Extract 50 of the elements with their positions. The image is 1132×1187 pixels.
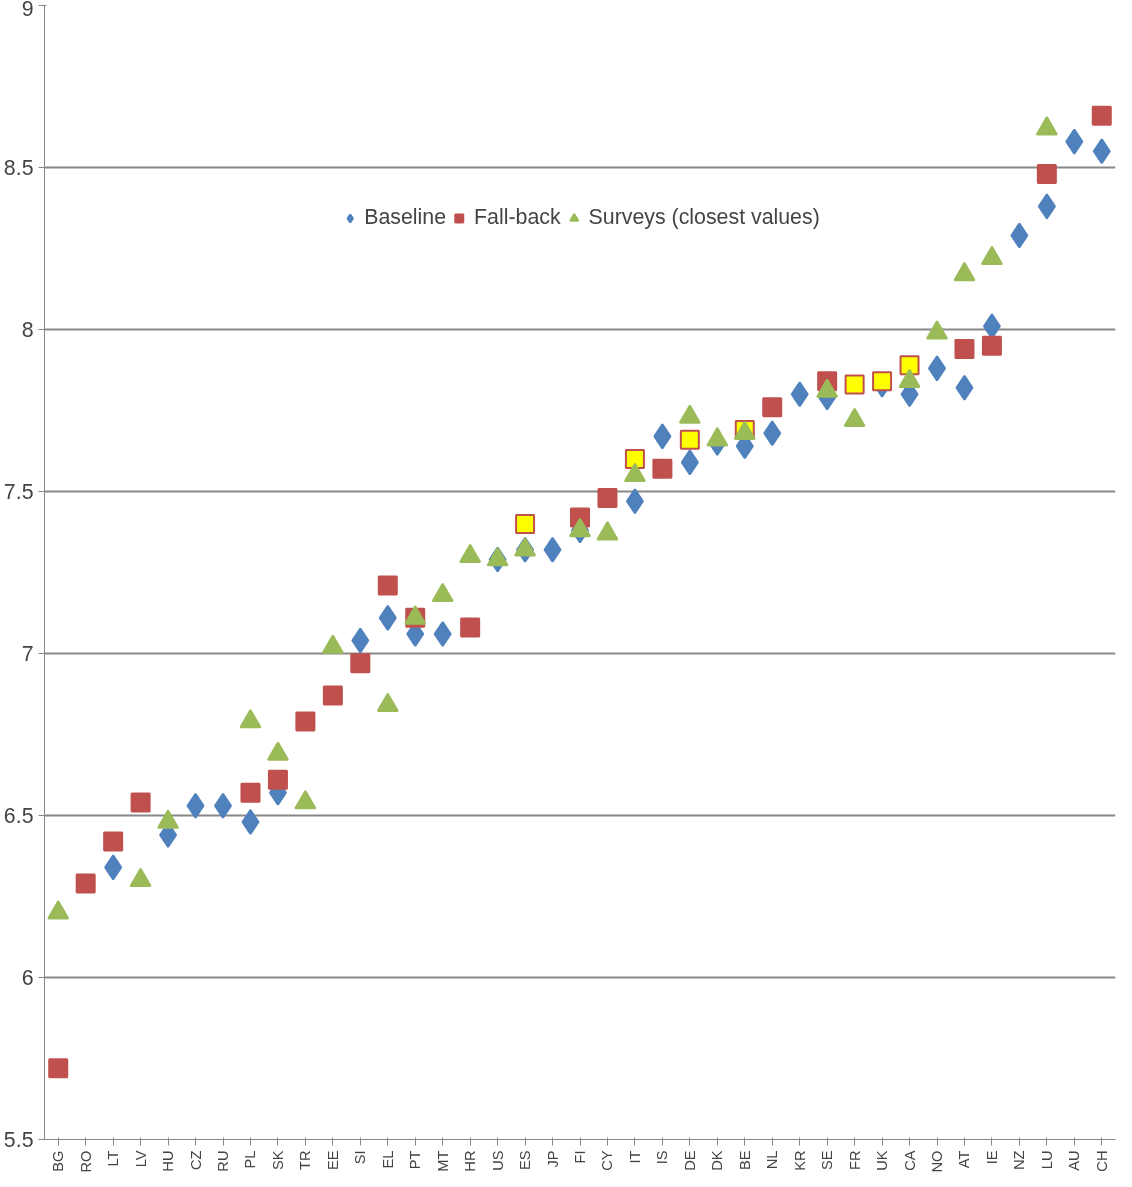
x-tick-label: DE xyxy=(681,1150,698,1171)
x-tick-label: PT xyxy=(407,1150,424,1170)
x-tick-label: RU xyxy=(215,1150,231,1172)
x-tick-label: CH xyxy=(1093,1150,1110,1172)
y-tick-label: 6 xyxy=(21,966,34,990)
x-tick-label: CA xyxy=(901,1150,918,1171)
y-tick-label: 7.5 xyxy=(3,480,34,504)
x-tick-label: EE xyxy=(324,1150,341,1171)
x-tick-label: FR xyxy=(846,1150,863,1171)
x-tick-label: LT xyxy=(105,1150,122,1167)
x-tick-label: SI xyxy=(352,1150,369,1165)
y-tick-label: 5.5 xyxy=(3,1128,34,1152)
x-tick-label: EL xyxy=(379,1150,396,1169)
x-tick-label: SK xyxy=(269,1150,286,1171)
x-tick-label: FI xyxy=(572,1150,588,1164)
x-tick-label: NL xyxy=(764,1150,781,1170)
x-tick-label: JP xyxy=(544,1150,561,1168)
x-tick-label: CY xyxy=(599,1150,616,1171)
x-tick-label: BE xyxy=(736,1150,753,1171)
x-tick-label: NZ xyxy=(1011,1150,1028,1171)
legend-label: Surveys (closest values) xyxy=(588,205,820,230)
y-tick-label: 7 xyxy=(21,642,34,666)
x-tick-label: IS xyxy=(654,1150,671,1165)
x-tick-label: RO xyxy=(77,1150,94,1173)
x-tick-label: IE xyxy=(983,1150,1000,1165)
x-tick-label: HR xyxy=(462,1150,479,1172)
x-tick-label: LU xyxy=(1038,1150,1055,1170)
x-tick-label: ES xyxy=(517,1150,534,1171)
x-tick-label: PL xyxy=(242,1150,259,1169)
x-tick-label: LV xyxy=(132,1150,149,1168)
x-tick-label: AT xyxy=(956,1150,973,1169)
x-tick-label: BG xyxy=(50,1150,67,1172)
x-tick-label: IT xyxy=(626,1150,643,1164)
y-tick-label: 8 xyxy=(21,318,34,342)
x-tick-label: AU xyxy=(1066,1150,1083,1171)
x-tick-label: CZ xyxy=(187,1150,204,1171)
y-tick-label: 9 xyxy=(21,0,34,21)
legend-label: Fall-back xyxy=(474,205,561,230)
x-tick-label: SE xyxy=(819,1150,836,1171)
legend-label: Baseline xyxy=(364,205,447,230)
x-tick-label: MT xyxy=(434,1150,451,1172)
y-tick-label: 6.5 xyxy=(3,804,34,828)
y-tick-label: 8.5 xyxy=(3,156,34,180)
x-tick-label: UK xyxy=(874,1150,891,1171)
x-tick-label: KR xyxy=(791,1150,808,1171)
x-tick-label: DK xyxy=(709,1150,726,1171)
x-tick-label: NO xyxy=(929,1150,945,1173)
x-tick-label: US xyxy=(489,1150,506,1171)
x-tick-label: HU xyxy=(160,1150,177,1172)
x-tick-label: TR xyxy=(297,1150,314,1171)
